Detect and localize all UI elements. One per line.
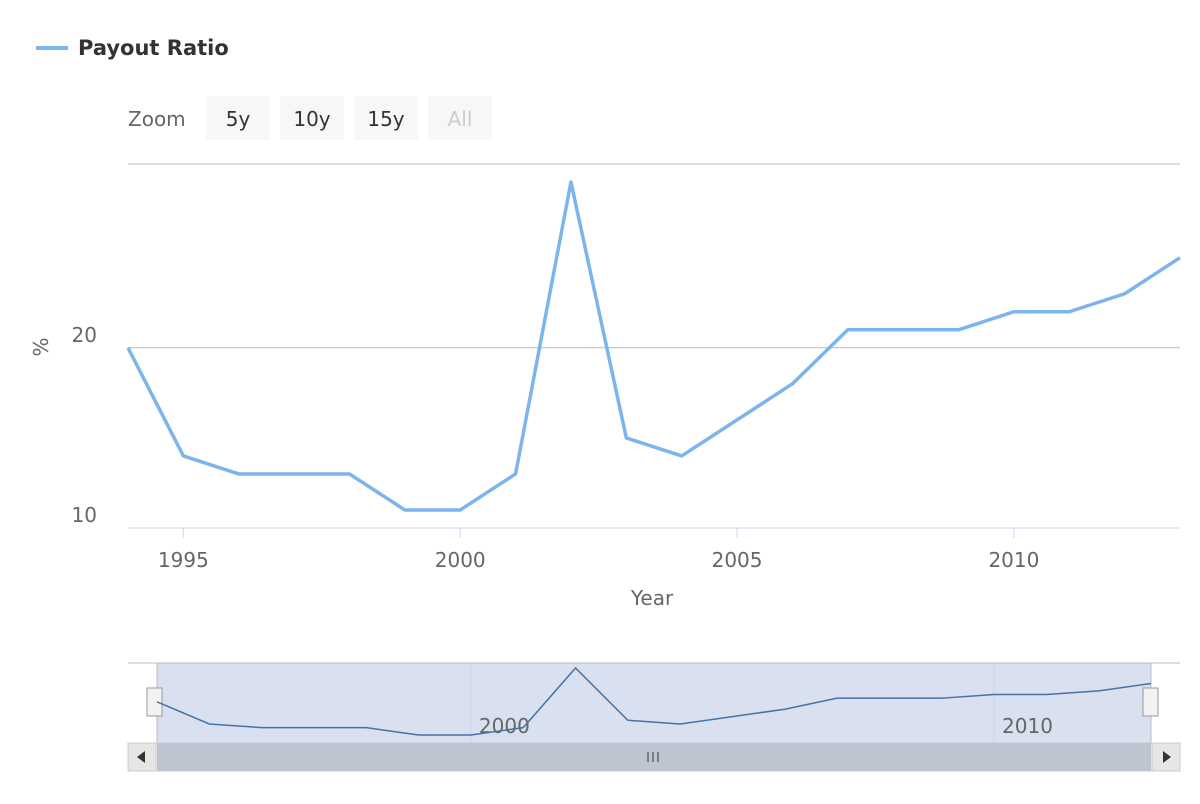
zoom-label: Zoom bbox=[128, 107, 186, 131]
y-tick-label: 20 bbox=[72, 323, 97, 347]
x-tick-label: 1995 bbox=[158, 548, 209, 572]
navigator-handle[interactable] bbox=[146, 687, 163, 717]
zoom-button[interactable] bbox=[354, 96, 418, 140]
scrollbar-thumb[interactable] bbox=[157, 743, 1151, 771]
navigator-line bbox=[156, 666, 1152, 736]
legend-label[interactable]: Payout Ratio bbox=[78, 36, 229, 60]
arrow-right bbox=[1163, 751, 1171, 763]
arrow-left bbox=[137, 751, 145, 763]
navigator-handle[interactable] bbox=[1142, 687, 1159, 717]
navigator bbox=[128, 663, 1180, 743]
x-tick-label: 2000 bbox=[435, 548, 486, 572]
zoom-button[interactable] bbox=[280, 96, 344, 140]
data-line bbox=[126, 180, 1181, 512]
zoom-button-label[interactable]: 10y bbox=[293, 107, 330, 131]
zoom-button[interactable] bbox=[206, 96, 270, 140]
x-tick-label: 2005 bbox=[712, 548, 763, 572]
y-tick-label: 10 bbox=[72, 503, 97, 527]
navigator-tick-label: 2010 bbox=[1002, 714, 1053, 738]
y-axis-title: % bbox=[29, 337, 53, 356]
zoom-button[interactable] bbox=[428, 96, 492, 140]
navigator-tick-label: 2000 bbox=[479, 714, 530, 738]
x-tick-label: 2010 bbox=[988, 548, 1039, 572]
x-axis-title: Year bbox=[630, 586, 674, 610]
zoom-button-label[interactable]: 15y bbox=[367, 107, 404, 131]
scrollbar-grip bbox=[647, 752, 659, 762]
zoom-button-label[interactable]: 5y bbox=[226, 107, 251, 131]
zoom-button-label[interactable]: All bbox=[448, 107, 473, 131]
